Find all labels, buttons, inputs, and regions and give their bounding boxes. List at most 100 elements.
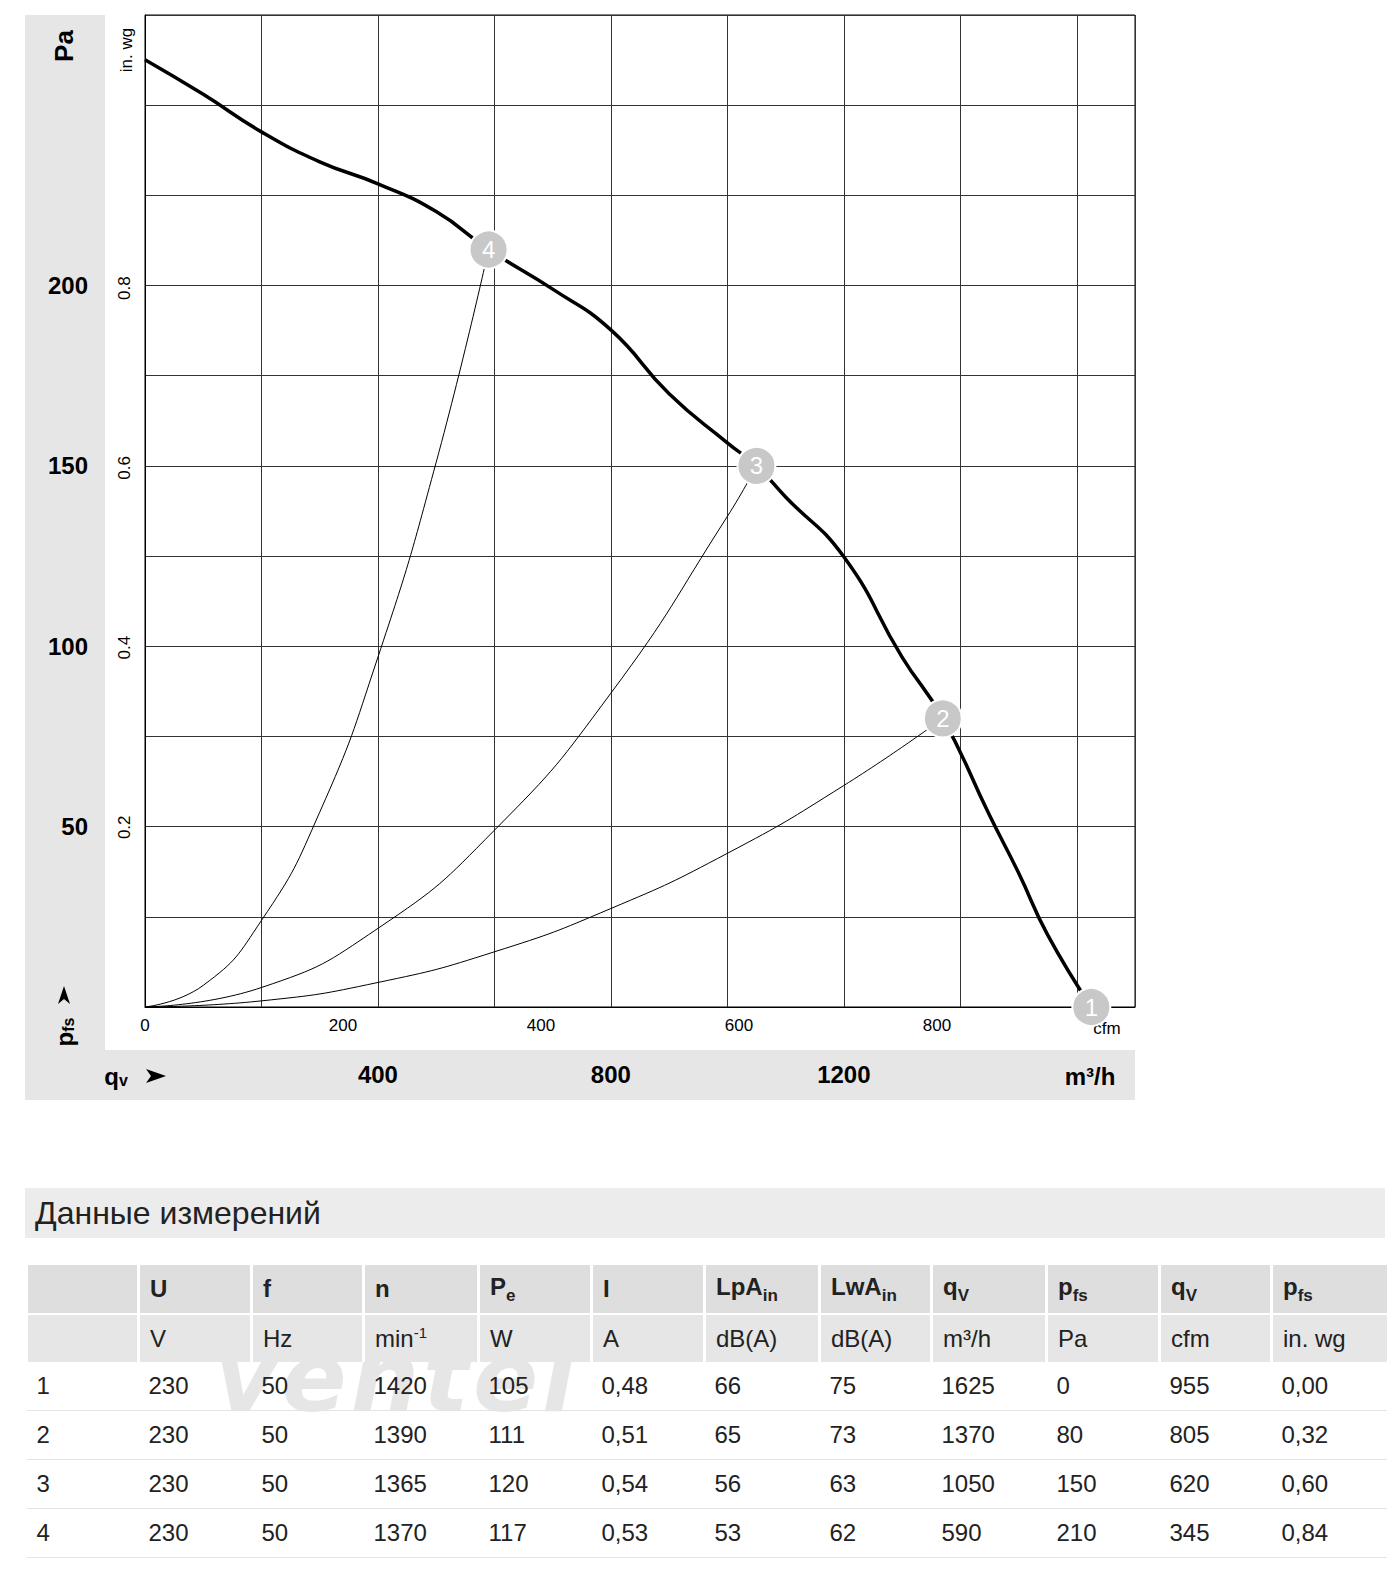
html-text:in. wg: in. wg <box>1283 1324 1346 1352</box>
html-text:3: 3 <box>36 1470 50 1497</box>
html-text:150: 150 <box>1056 1470 1097 1497</box>
svg-text:0.2: 0.2 <box>115 815 134 839</box>
html-text:0,60: 0,60 <box>1281 1470 1329 1497</box>
html-text:50: 50 <box>261 1421 289 1448</box>
svg-text:800: 800 <box>591 1061 631 1088</box>
html-text:1625: 1625 <box>941 1372 995 1399</box>
html-text:pfs: pfs <box>1283 1272 1313 1305</box>
html-text:230: 230 <box>148 1372 189 1399</box>
html-text:LwAin: LwAin <box>831 1272 897 1305</box>
html-text:63: 63 <box>829 1470 857 1497</box>
svg-text:100: 100 <box>48 633 88 660</box>
html-text:50: 50 <box>261 1470 289 1497</box>
html-text:I: I <box>603 1275 610 1302</box>
html-text:W: W <box>490 1324 513 1352</box>
html-text:min-1: min-1 <box>375 1324 427 1352</box>
html-text:m³/h: m³/h <box>943 1324 991 1352</box>
svg-text:200: 200 <box>48 272 88 299</box>
html-text:Pe: Pe <box>490 1272 516 1305</box>
svg-text:cfm: cfm <box>1093 1018 1121 1038</box>
html-text:105: 105 <box>488 1372 529 1399</box>
html-text:0,00: 0,00 <box>1281 1372 1329 1399</box>
html-text:210: 210 <box>1056 1519 1097 1546</box>
html-text:V: V <box>150 1324 166 1352</box>
svg-text:0.6: 0.6 <box>115 456 134 480</box>
html-text:73: 73 <box>829 1421 857 1448</box>
html-text:620: 620 <box>1169 1470 1210 1497</box>
html-text:0,54: 0,54 <box>601 1470 649 1497</box>
html-text:345: 345 <box>1169 1519 1210 1546</box>
svg-text:0: 0 <box>140 1016 149 1035</box>
svg-text:600: 600 <box>725 1016 753 1035</box>
html-text:1370: 1370 <box>373 1519 427 1546</box>
svg-text:400: 400 <box>527 1016 555 1035</box>
svg-text:3: 3 <box>750 452 763 479</box>
svg-text:in. wg: in. wg <box>117 28 136 72</box>
svg-text:m³/h: m³/h <box>1065 1063 1116 1090</box>
html-text:230: 230 <box>148 1519 189 1546</box>
html-text:75: 75 <box>829 1372 857 1399</box>
html-text:0,48: 0,48 <box>601 1372 649 1399</box>
svg-text:400: 400 <box>358 1061 398 1088</box>
html-text:50: 50 <box>261 1372 289 1399</box>
html-text:80: 80 <box>1056 1421 1084 1448</box>
html-text:4: 4 <box>36 1519 50 1546</box>
html-text:A: A <box>603 1324 619 1352</box>
html-text:0,53: 0,53 <box>601 1519 649 1546</box>
html-text:111: 111 <box>488 1421 525 1448</box>
html-text:0,51: 0,51 <box>601 1421 649 1448</box>
html-text:50: 50 <box>261 1519 289 1546</box>
html-text:Pa: Pa <box>1058 1324 1088 1352</box>
svg-text:0.8: 0.8 <box>115 276 134 300</box>
html-text:dB(A): dB(A) <box>716 1324 778 1352</box>
html-text:0,84: 0,84 <box>1281 1519 1329 1546</box>
svg-text:fs: fs <box>60 1017 77 1031</box>
svg-text:200: 200 <box>329 1016 357 1035</box>
html-text:590: 590 <box>941 1519 982 1546</box>
html-text:230: 230 <box>148 1421 189 1448</box>
html-text:ventel: ventel <box>215 1322 579 1434</box>
svg-text:4: 4 <box>482 236 495 263</box>
html-text:65: 65 <box>714 1421 742 1448</box>
html-text:Hz: Hz <box>263 1324 293 1352</box>
html-text:U: U <box>150 1275 168 1302</box>
html-text:qV: qV <box>943 1272 969 1305</box>
html-text:117: 117 <box>488 1519 527 1546</box>
html-text:1420: 1420 <box>373 1372 427 1399</box>
html-text:1365: 1365 <box>373 1470 427 1497</box>
svg-text:v: v <box>119 1072 128 1089</box>
html-text:1390: 1390 <box>373 1421 427 1448</box>
svg-text:50: 50 <box>61 813 88 840</box>
html-text:0: 0 <box>1056 1372 1070 1399</box>
html-text:n: n <box>375 1275 390 1302</box>
html-text:53: 53 <box>714 1519 742 1546</box>
html-text:56: 56 <box>714 1470 742 1497</box>
svg-text:2: 2 <box>936 705 949 732</box>
html-text:230: 230 <box>148 1470 189 1497</box>
svg-text:q: q <box>104 1063 119 1090</box>
html-text:62: 62 <box>829 1519 857 1546</box>
html-text:dB(A): dB(A) <box>831 1324 893 1352</box>
svg-text:p: p <box>51 1032 78 1047</box>
html-text:66: 66 <box>714 1372 742 1399</box>
html-text:Данные измерений: Данные измерений <box>35 1195 321 1231</box>
html-text:LpAin: LpAin <box>716 1272 778 1305</box>
html-text:1: 1 <box>36 1372 50 1399</box>
html-text:f: f <box>263 1275 271 1302</box>
html-text:1050: 1050 <box>941 1470 995 1497</box>
svg-text:1200: 1200 <box>817 1061 870 1088</box>
svg-text:1: 1 <box>1085 994 1098 1021</box>
html-text:2: 2 <box>36 1421 50 1448</box>
svg-text:150: 150 <box>48 452 88 479</box>
svg-text:Pa: Pa <box>49 30 79 62</box>
html-text:pfs: pfs <box>1058 1272 1088 1305</box>
html-text:1370: 1370 <box>941 1421 995 1448</box>
html-text:120: 120 <box>488 1470 529 1497</box>
html-text:qV: qV <box>1171 1272 1197 1305</box>
html-text:0,32: 0,32 <box>1281 1421 1329 1448</box>
svg-text:800: 800 <box>923 1016 951 1035</box>
html-text:805: 805 <box>1169 1421 1210 1448</box>
svg-text:0.4: 0.4 <box>115 636 134 660</box>
html-text:cfm: cfm <box>1171 1324 1210 1352</box>
html-text:955: 955 <box>1169 1372 1210 1399</box>
